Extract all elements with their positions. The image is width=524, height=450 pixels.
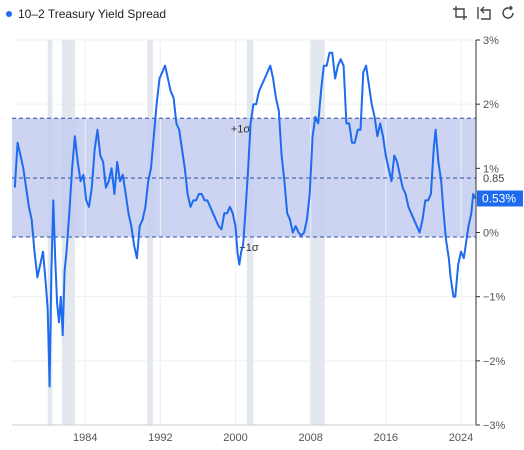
y-tick-label: −1% xyxy=(483,292,506,304)
x-tick-label: 1984 xyxy=(73,432,97,444)
x-tick-label: 2024 xyxy=(449,432,473,444)
refresh-icon[interactable] xyxy=(500,5,516,21)
y-tick-label: −2% xyxy=(483,356,506,368)
undo-icon[interactable] xyxy=(476,5,492,21)
series-line xyxy=(13,51,477,388)
current-value-label: 0.53% xyxy=(482,191,516,205)
x-tick-label: 1992 xyxy=(148,432,172,444)
y-tick-label: 2% xyxy=(483,99,499,111)
legend-marker xyxy=(6,11,12,17)
upper-sigma-label: +1σ xyxy=(231,123,251,135)
chart-toolbar xyxy=(452,5,516,21)
y-tick-label: −3% xyxy=(483,420,506,432)
y-tick-label: 1% xyxy=(483,163,499,175)
legend: 10–2 Treasury Yield Spread xyxy=(6,7,166,21)
y-tick-label: 3% xyxy=(483,35,499,47)
lower-sigma-label: −1σ xyxy=(239,242,259,254)
y-tick-label: 0% xyxy=(483,228,499,240)
crop-icon[interactable] xyxy=(452,5,468,21)
x-tick-label: 2000 xyxy=(223,432,247,444)
mean-value-label: 0.85 xyxy=(483,173,504,185)
legend-label: 10–2 Treasury Yield Spread xyxy=(18,7,167,21)
current-value-badge xyxy=(477,190,523,207)
x-tick-label: 2016 xyxy=(374,432,398,444)
x-tick-label: 2008 xyxy=(298,432,322,444)
